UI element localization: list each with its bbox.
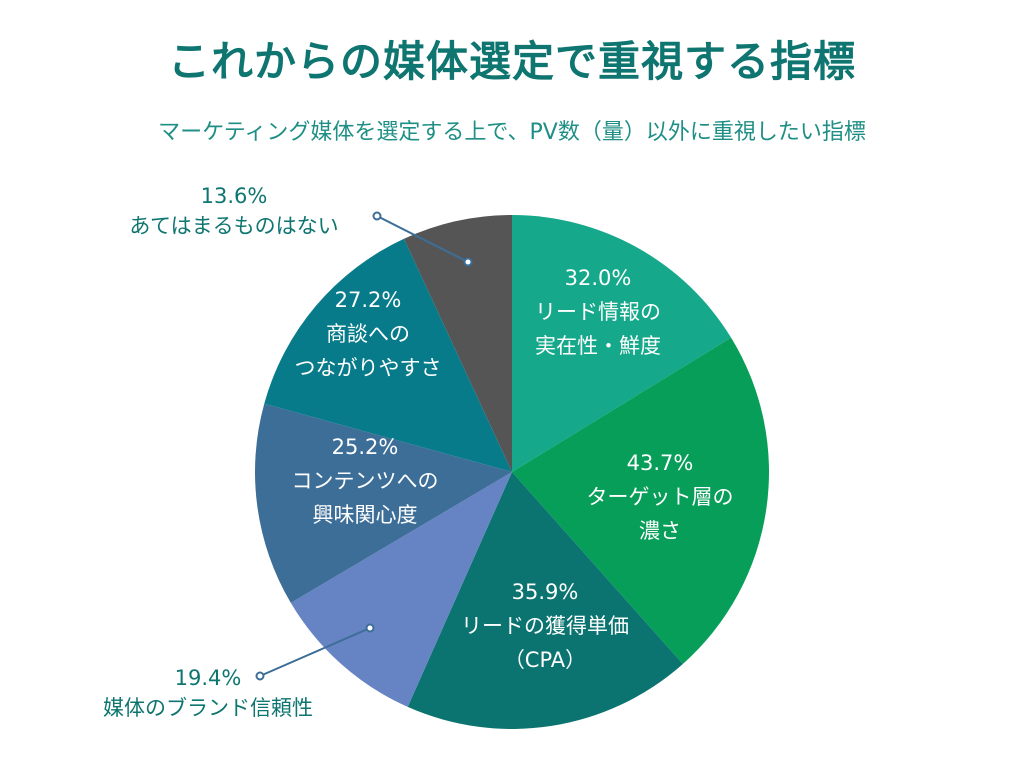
slice-label-5: 27.2% 商談への つながりやすさ [294,288,442,380]
pie-slice-4 [254,403,512,603]
slice-label-4: 25.2% コンテンツへの 興味関心度 [291,435,439,527]
pie-slice-2 [407,472,683,730]
slice-label-2: 35.9% リードの獲得単価 （CPA） [461,580,629,672]
slice-label-3: 19.4% 媒体のブランド信頼性 [103,666,313,720]
leader-line-6 [372,211,473,267]
slice-label-0: 32.0% リード情報の 実在性・鮮度 [535,266,661,358]
leader-line-3 [255,623,375,681]
slice-label-6: 13.6% あてはまるものはない [129,184,339,238]
pie-slice-5 [264,238,512,472]
pie-slice-3 [290,472,512,707]
pie-slice-0 [512,215,732,472]
chart-title: これからの媒体選定で重視する指標 [167,37,856,86]
pie-slice-6 [403,215,512,472]
chart-subtitle: マーケティング媒体を選定する上で、PV数（量）以外に重視したい指標 [158,120,866,145]
slice-label-1: 43.7% ターゲット層の 濃さ [586,451,734,543]
pie-slice-1 [512,337,769,664]
